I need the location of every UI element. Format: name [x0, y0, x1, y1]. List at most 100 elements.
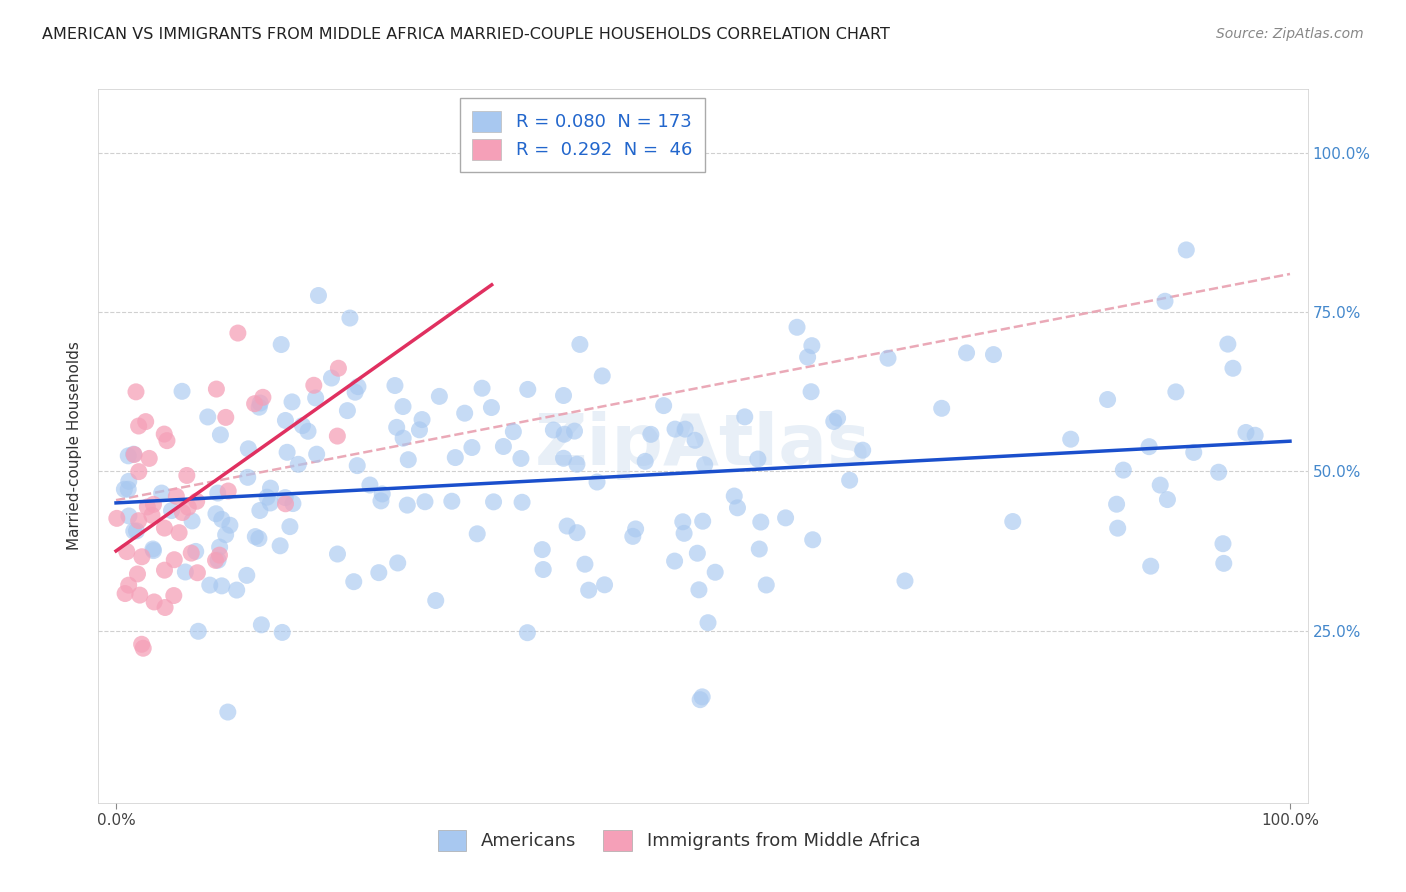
Point — [555, 519, 578, 533]
Point — [128, 419, 150, 434]
Point — [697, 615, 720, 630]
Point — [256, 490, 278, 504]
Point — [688, 582, 710, 597]
Point — [453, 406, 475, 420]
Point — [852, 443, 875, 458]
Point — [204, 553, 226, 567]
Point — [392, 400, 415, 414]
Point — [177, 500, 200, 515]
Point — [287, 458, 309, 472]
Point — [135, 415, 157, 429]
Point — [1182, 445, 1205, 459]
Point — [502, 425, 524, 439]
Point — [326, 547, 349, 561]
Point — [747, 452, 769, 467]
Point — [481, 401, 503, 415]
Point — [371, 487, 394, 501]
Point — [208, 540, 231, 554]
Point — [122, 524, 145, 538]
Point — [425, 593, 447, 607]
Text: AMERICAN VS IMMIGRANTS FROM MIDDLE AFRICA MARRIED-COUPLE HOUSEHOLDS CORRELATION : AMERICAN VS IMMIGRANTS FROM MIDDLE AFRIC… — [42, 27, 890, 42]
Point — [205, 382, 228, 396]
Point — [117, 483, 139, 497]
Point — [800, 339, 823, 353]
Point — [553, 388, 575, 402]
Point — [346, 458, 368, 473]
Point — [142, 543, 165, 558]
Point — [143, 595, 166, 609]
Point — [122, 448, 145, 462]
Point — [343, 574, 366, 589]
Point — [652, 399, 675, 413]
Y-axis label: Married-couple Households: Married-couple Households — [67, 342, 83, 550]
Point — [796, 350, 818, 364]
Point — [1234, 425, 1257, 440]
Point — [396, 452, 419, 467]
Point — [444, 450, 467, 465]
Point — [1149, 478, 1171, 492]
Point — [553, 451, 575, 466]
Point — [624, 522, 647, 536]
Point — [775, 511, 797, 525]
Text: Source: ZipAtlas.com: Source: ZipAtlas.com — [1216, 27, 1364, 41]
Point — [673, 422, 696, 436]
Point — [247, 400, 270, 414]
Point — [217, 705, 239, 719]
Point — [723, 489, 745, 503]
Point — [1212, 557, 1234, 571]
Point — [531, 542, 554, 557]
Point — [827, 411, 849, 425]
Point — [305, 447, 328, 461]
Point — [125, 384, 148, 399]
Point — [153, 600, 176, 615]
Point — [243, 397, 266, 411]
Point — [894, 574, 917, 588]
Point — [370, 494, 392, 508]
Point — [392, 431, 415, 445]
Point — [281, 497, 304, 511]
Point — [347, 379, 370, 393]
Point — [205, 507, 228, 521]
Point — [690, 690, 713, 704]
Point — [983, 348, 1005, 362]
Point — [150, 486, 173, 500]
Point — [492, 440, 515, 454]
Point — [749, 515, 772, 529]
Point — [385, 420, 408, 434]
Point — [249, 503, 271, 517]
Point — [236, 568, 259, 582]
Point — [167, 525, 190, 540]
Point — [1139, 559, 1161, 574]
Point — [174, 565, 197, 579]
Point — [136, 500, 159, 514]
Point — [673, 526, 696, 541]
Point — [198, 578, 221, 592]
Point — [396, 498, 419, 512]
Legend: Americans, Immigrants from Middle Africa: Americans, Immigrants from Middle Africa — [430, 822, 928, 858]
Point — [132, 641, 155, 656]
Point — [197, 409, 219, 424]
Point — [281, 395, 304, 409]
Point — [1107, 521, 1129, 535]
Point — [640, 427, 662, 442]
Point — [238, 442, 260, 456]
Point — [359, 478, 381, 492]
Point — [236, 470, 259, 484]
Point — [693, 458, 716, 472]
Point — [471, 381, 494, 395]
Point — [172, 506, 194, 520]
Point — [591, 368, 613, 383]
Point — [689, 692, 711, 706]
Point — [1164, 384, 1187, 399]
Point — [384, 378, 406, 392]
Point — [274, 413, 297, 427]
Point — [131, 549, 153, 564]
Point — [118, 578, 141, 592]
Point — [568, 337, 591, 351]
Point — [153, 427, 176, 442]
Point — [125, 524, 148, 538]
Point — [672, 515, 695, 529]
Point — [142, 541, 165, 556]
Point — [931, 401, 953, 416]
Point — [207, 553, 229, 567]
